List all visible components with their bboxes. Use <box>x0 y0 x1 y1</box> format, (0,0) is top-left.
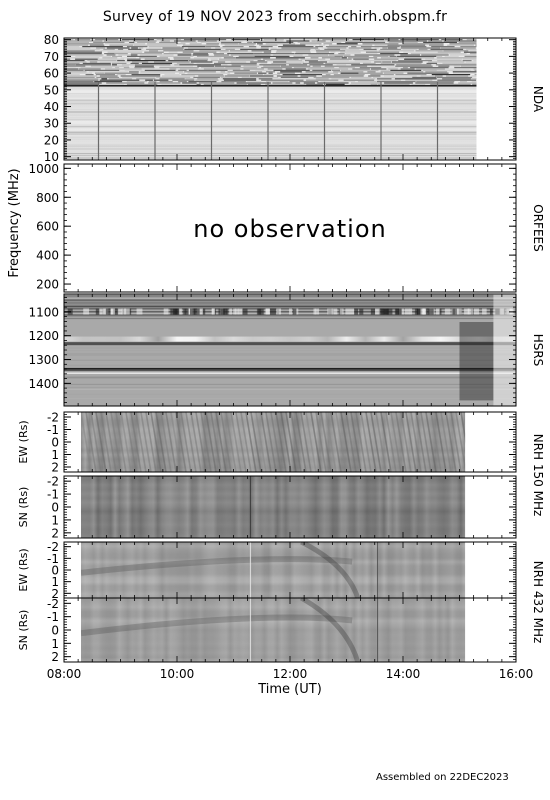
y-tick-label: -2 <box>47 475 59 489</box>
y-tick-label: -1 <box>47 488 59 502</box>
y-tick-label: 1300 <box>28 353 59 367</box>
instrument-label-nda: NDA <box>531 86 545 113</box>
y-tick-label: 50 <box>44 83 59 97</box>
chart-title: Survey of 19 NOV 2023 from secchirh.obsp… <box>102 9 448 25</box>
y-tick-label: 1 <box>51 575 59 589</box>
y-tick-label: 2 <box>51 650 59 664</box>
y-tick-label: 70 <box>44 50 59 64</box>
instrument-label-nrh150-ew: NRH 150 MHz <box>531 434 545 517</box>
y-tick-label: 1 <box>51 513 59 527</box>
panel-ylabel-nrh150-sn: SN (Rs) <box>17 487 30 528</box>
x-tick-label: 12:00 <box>273 667 308 681</box>
y-tick-label: -2 <box>47 597 59 611</box>
panel-ylabel-nrh432-sn: SN (Rs) <box>17 610 30 651</box>
y-tick-label: 1100 <box>28 305 59 319</box>
y-tick-label: 200 <box>36 278 59 292</box>
y-tick-label: 80 <box>44 33 59 47</box>
y-tick-label: -1 <box>47 423 59 437</box>
y-axis-label: Frequency (MHz) <box>7 168 22 277</box>
instrument-label-hsrs: HSRS <box>531 334 545 367</box>
x-tick-label: 16:00 <box>499 667 534 681</box>
y-tick-label: 0 <box>51 501 59 515</box>
y-tick-label: 2 <box>51 526 59 540</box>
y-tick-label: 0 <box>51 436 59 450</box>
footer-assembled-note: Assembled on 22DEC2023 <box>376 772 509 783</box>
panel-ylabel-nrh432-ew: EW (Rs) <box>17 548 30 591</box>
y-tick-label: 1400 <box>28 377 59 391</box>
y-tick-label: 0 <box>51 624 59 638</box>
y-tick-label: 1 <box>51 637 59 651</box>
y-tick-label: -2 <box>47 540 59 554</box>
y-tick-label: 1 <box>51 448 59 462</box>
panel-ylabel-nrh150-ew: EW (Rs) <box>17 420 30 463</box>
x-tick-label: 14:00 <box>386 667 421 681</box>
y-tick-label: 600 <box>36 220 59 234</box>
y-tick-label: 2 <box>51 461 59 475</box>
y-tick-label: 1000 <box>28 162 59 176</box>
x-axis-label: Time (UT) <box>257 682 322 697</box>
y-tick-label: 1200 <box>28 329 59 343</box>
instrument-label-nrh432-ew: NRH 432 MHz <box>531 561 545 644</box>
x-tick-label: 10:00 <box>160 667 195 681</box>
y-tick-label: 20 <box>44 133 59 147</box>
y-tick-label: 10 <box>44 150 59 164</box>
status-text-orfees: no observation <box>193 215 386 243</box>
y-tick-label: 400 <box>36 249 59 263</box>
y-tick-label: -2 <box>47 411 59 425</box>
y-tick-label: 0 <box>51 564 59 578</box>
y-tick-label: 40 <box>44 100 59 114</box>
y-tick-label: 800 <box>36 191 59 205</box>
y-tick-label: 30 <box>44 117 59 131</box>
y-tick-label: 60 <box>44 67 59 81</box>
y-tick-label: -1 <box>47 552 59 566</box>
y-tick-label: 2 <box>51 587 59 601</box>
x-tick-label: 08:00 <box>47 667 82 681</box>
instrument-label-orfees: ORFEES <box>531 204 545 251</box>
y-tick-label: -1 <box>47 610 59 624</box>
